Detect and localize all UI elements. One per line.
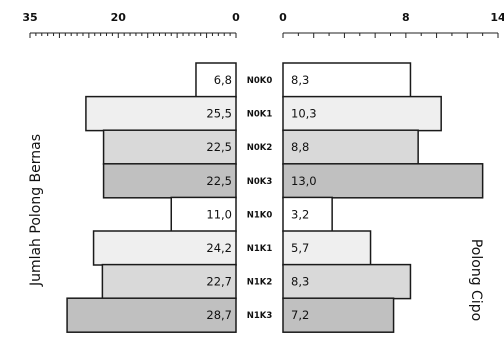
right-bar-value-label: 8,8 — [291, 140, 309, 154]
category-label: N1K1 — [247, 244, 273, 254]
right-bar — [282, 263, 412, 300]
right-bar-value-label: 5,7 — [291, 241, 309, 255]
category-label: N0K3 — [247, 177, 273, 187]
left-bars: 6,8 25,5 22,5 22,5 11,0 24,2 22,7 28,7 — [66, 62, 237, 333]
left-bar — [102, 129, 237, 165]
left-bar-value-label: 28,7 — [206, 308, 232, 322]
left-bar-value-label: 6,8 — [214, 73, 232, 87]
right-bar-value-label: 3,2 — [291, 207, 309, 221]
left-bar-value-label: 22,5 — [206, 174, 232, 188]
category-labels: N0K0 N0K1 N0K2 N0K3 N1K0 N1K1 N1K2 N1K3 — [247, 76, 273, 321]
left-axis-tick-label: 35 — [22, 11, 37, 24]
left-bar — [66, 297, 237, 333]
left-series-label: Jumlah Polong Bernas — [28, 134, 44, 287]
right-bars: 8,3 10,3 8,8 13,0 3,2 5,7 8,3 7,2 — [282, 62, 484, 333]
category-label: N1K3 — [247, 311, 273, 321]
left-bar-value-label: 25,5 — [206, 107, 232, 121]
right-axis-tick-label: 8 — [402, 11, 410, 24]
left-bar — [102, 163, 237, 199]
left-bar-value-label: 11,0 — [206, 207, 232, 221]
right-bar-value-label: 8,3 — [291, 275, 309, 289]
left-axis-tick-label: 20 — [111, 11, 127, 24]
left-axis: 35 20 0 — [22, 11, 240, 38]
left-axis-tick-label: 0 — [232, 11, 240, 24]
right-bar — [282, 196, 333, 233]
category-label: N1K2 — [247, 278, 273, 288]
category-label: N0K2 — [247, 143, 273, 153]
left-bar-value-label: 22,5 — [206, 140, 232, 154]
right-axis-tick-label: 14 — [490, 11, 504, 24]
category-label: N0K1 — [247, 110, 273, 120]
category-label: N1K0 — [247, 210, 273, 220]
left-bar — [195, 62, 237, 98]
right-bar-value-label: 10,3 — [291, 107, 317, 121]
right-bar-value-label: 8,3 — [291, 73, 309, 87]
category-label: N0K0 — [247, 76, 273, 86]
left-bar-value-label: 22,7 — [206, 275, 232, 289]
left-bar — [92, 230, 237, 266]
right-series-label: Polong Cipo — [468, 239, 484, 321]
right-bar — [282, 163, 484, 199]
right-bar-value-label: 7,2 — [291, 308, 309, 322]
left-bar-value-label: 24,2 — [206, 241, 232, 255]
left-bar — [101, 263, 237, 300]
right-axis-tick-label: 0 — [279, 11, 287, 24]
left-bar — [85, 95, 237, 132]
right-axis: 0 8 14 — [279, 11, 504, 38]
right-bar — [282, 230, 372, 266]
right-bar — [282, 297, 395, 333]
right-bar-value-label: 13,0 — [291, 174, 317, 188]
